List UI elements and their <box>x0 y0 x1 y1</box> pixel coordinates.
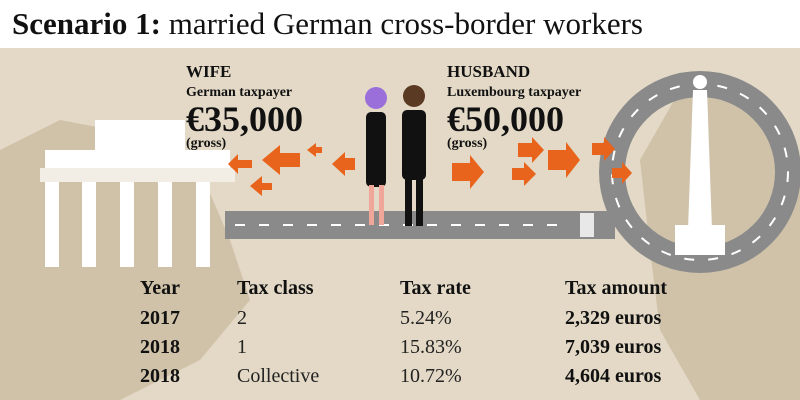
table-cell: 5.24% <box>400 307 452 329</box>
wife-income: €35,000 <box>186 99 303 139</box>
husband-status: Luxembourg taxpayer <box>447 85 581 100</box>
obelisk-base <box>675 225 725 255</box>
wife-status: German taxpayer <box>186 85 292 100</box>
obelisk <box>688 90 712 230</box>
table-cell: 4,604 euros <box>565 365 662 387</box>
table-header: Tax amount <box>565 277 667 299</box>
husband-income: €50,000 <box>447 99 564 139</box>
title: Scenario 1: married German cross-border … <box>12 6 643 41</box>
wife-note: (gross) <box>186 136 227 151</box>
table-cell: 7,039 euros <box>565 336 662 358</box>
wife-figure <box>365 87 387 225</box>
table-cell: 15.83% <box>400 336 462 358</box>
table-cell: 10.72% <box>400 365 462 387</box>
table-header: Tax class <box>237 277 314 299</box>
table-cell: Collective <box>237 365 319 387</box>
table-cell: 2 <box>237 307 247 329</box>
wife-role: WIFE <box>186 62 231 81</box>
husband-role: HUSBAND <box>447 62 530 81</box>
table-cell: 2018 <box>140 365 180 387</box>
table-cell: 2018 <box>140 336 180 358</box>
title-rest: married German cross-border workers <box>169 6 643 41</box>
title-bold: Scenario 1: <box>12 6 161 41</box>
husband-note: (gross) <box>447 136 488 151</box>
crosswalk <box>580 213 594 237</box>
table-cell: 1 <box>237 336 247 358</box>
obelisk-top <box>693 75 707 89</box>
table-header: Year <box>140 277 180 299</box>
gate-beam <box>40 168 235 182</box>
tax-table: Year Tax class Tax rate Tax amount 2017 2 5.24… <box>140 277 667 387</box>
gate-top <box>45 150 230 168</box>
table-cell: 2017 <box>140 307 180 329</box>
title-bar <box>0 0 800 48</box>
table-cell: 2,329 euros <box>565 307 662 329</box>
husband-figure <box>402 85 426 226</box>
gate-statue <box>95 120 185 150</box>
table-header: Tax rate <box>400 277 471 299</box>
gate-columns <box>45 182 210 267</box>
arrows <box>228 137 632 196</box>
